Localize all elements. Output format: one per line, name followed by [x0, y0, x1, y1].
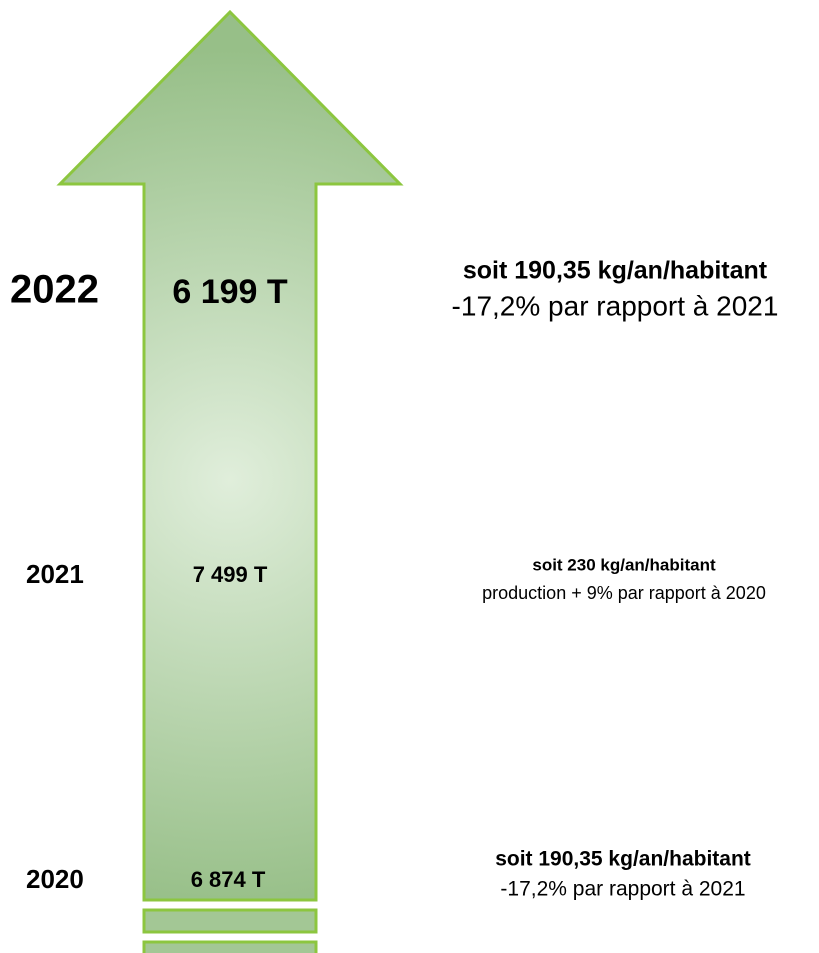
change: -17,2% par rapport à 2021 — [452, 290, 779, 321]
change: production + 9% par rapport à 2020 — [482, 583, 766, 603]
base-bar — [142, 940, 318, 953]
change: -17,2% par rapport à 2021 — [500, 878, 745, 901]
base-bar — [142, 908, 318, 934]
detail: soit 190,35 kg/an/habitant — [463, 257, 768, 285]
amount: 6 874 T — [191, 867, 266, 892]
arrow — [56, 9, 404, 902]
year: 2022 — [10, 268, 99, 312]
amount: 7 499 T — [193, 562, 268, 587]
detail: soit 230 kg/an/habitant — [532, 555, 716, 574]
amount: 6 199 T — [172, 273, 288, 311]
year: 2020 — [26, 864, 84, 894]
year: 2021 — [26, 559, 84, 589]
detail: soit 190,35 kg/an/habitant — [495, 848, 751, 871]
